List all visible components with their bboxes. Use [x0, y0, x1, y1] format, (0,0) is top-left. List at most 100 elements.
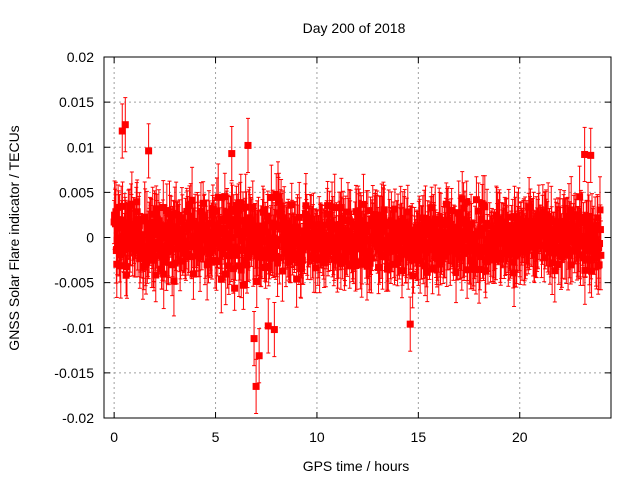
point-marker	[475, 207, 483, 215]
point-marker	[253, 277, 261, 285]
point-marker	[135, 221, 143, 229]
point-marker	[337, 259, 345, 267]
point-marker	[231, 251, 239, 259]
point-marker	[440, 244, 448, 252]
point-marker	[485, 248, 493, 256]
point-marker	[274, 259, 282, 267]
point-marker	[224, 241, 232, 249]
point-marker	[437, 220, 445, 228]
point-marker	[437, 257, 445, 265]
point-marker	[157, 223, 165, 231]
point-marker	[293, 275, 301, 283]
point-marker	[239, 281, 247, 289]
point-marker	[340, 217, 348, 225]
point-marker	[357, 223, 365, 231]
point-marker	[275, 198, 283, 206]
point-marker	[220, 244, 228, 252]
point-marker	[128, 200, 136, 208]
point-marker	[442, 200, 450, 208]
point-marker	[224, 212, 232, 220]
point-marker	[170, 277, 178, 285]
point-marker	[364, 207, 372, 215]
point-marker	[309, 243, 317, 251]
point-marker	[220, 217, 228, 225]
point-marker	[278, 267, 286, 275]
point-marker	[112, 208, 120, 216]
point-marker	[292, 233, 300, 241]
point-marker	[208, 242, 216, 250]
point-marker	[306, 214, 314, 222]
point-marker	[203, 224, 211, 232]
point-marker	[312, 264, 320, 272]
data-series	[110, 97, 605, 414]
point-marker	[367, 254, 375, 262]
point-marker	[230, 216, 238, 224]
point-marker	[275, 254, 283, 262]
point-marker	[261, 221, 269, 229]
point-marker	[119, 202, 127, 210]
point-marker	[509, 224, 517, 232]
point-marker	[458, 253, 466, 261]
point-marker	[231, 284, 239, 292]
point-marker	[214, 193, 222, 201]
point-marker	[468, 230, 476, 238]
point-marker	[458, 195, 466, 203]
point-marker	[264, 217, 272, 225]
point-marker	[187, 212, 195, 220]
point-marker	[475, 266, 483, 274]
point-marker	[117, 262, 125, 270]
point-marker	[500, 250, 508, 258]
point-marker	[423, 268, 431, 276]
point-marker	[548, 225, 556, 233]
point-marker	[427, 239, 435, 247]
point-marker	[363, 221, 371, 229]
point-marker	[265, 262, 273, 270]
point-marker	[223, 208, 231, 216]
point-marker	[159, 204, 167, 212]
point-marker	[324, 202, 332, 210]
point-marker	[460, 249, 468, 257]
point-marker	[229, 265, 237, 273]
point-marker	[149, 218, 157, 226]
point-marker	[294, 223, 302, 231]
point-marker	[127, 238, 135, 246]
point-marker	[331, 204, 339, 212]
point-marker	[394, 259, 402, 267]
point-marker	[366, 259, 374, 267]
point-marker	[467, 257, 475, 265]
point-marker	[239, 217, 247, 225]
point-marker	[212, 257, 220, 265]
point-marker	[150, 252, 158, 260]
point-marker	[204, 258, 212, 266]
point-marker	[525, 203, 533, 211]
point-marker	[398, 233, 406, 241]
point-marker	[384, 262, 392, 270]
point-marker	[496, 215, 504, 223]
point-marker	[209, 205, 217, 213]
point-marker	[352, 220, 360, 228]
point-marker	[551, 267, 559, 275]
point-marker	[472, 196, 480, 204]
point-marker	[460, 204, 468, 212]
point-marker	[339, 243, 347, 251]
point-marker	[354, 234, 362, 242]
point-marker	[199, 199, 207, 207]
point-marker	[221, 193, 229, 201]
point-marker	[122, 271, 130, 279]
point-marker	[286, 258, 294, 266]
point-marker	[336, 221, 344, 229]
point-marker	[497, 255, 505, 263]
point-marker	[228, 207, 236, 215]
point-marker	[315, 220, 323, 228]
point-marker	[510, 213, 518, 221]
point-marker	[184, 250, 192, 258]
point-marker	[421, 262, 429, 270]
point-marker	[249, 203, 257, 211]
point-marker	[505, 213, 513, 221]
point-marker	[221, 236, 229, 244]
point-marker	[162, 253, 170, 261]
point-marker	[201, 246, 209, 254]
point-marker	[379, 253, 387, 261]
point-marker	[235, 262, 243, 270]
